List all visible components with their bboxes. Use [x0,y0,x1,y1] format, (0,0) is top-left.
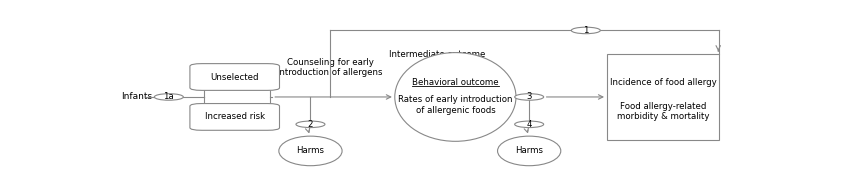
Text: Rates of early introduction
of allergenic foods: Rates of early introduction of allergeni… [398,95,513,115]
Text: Counseling for early
introduction of allergens: Counseling for early introduction of all… [277,58,383,77]
Ellipse shape [497,136,561,166]
Ellipse shape [394,53,516,141]
Text: 1a: 1a [163,93,174,101]
Text: Increased risk: Increased risk [205,113,264,121]
Text: Infants: Infants [121,93,152,101]
Text: Behavioral outcome: Behavioral outcome [412,78,499,87]
Text: Unselected: Unselected [211,73,259,81]
Circle shape [515,94,544,100]
Circle shape [515,121,544,127]
Text: 4: 4 [526,120,532,129]
Circle shape [155,94,184,100]
FancyBboxPatch shape [190,64,280,90]
Text: Incidence of food allergy: Incidence of food allergy [609,78,717,87]
Text: 1: 1 [583,26,588,35]
Circle shape [571,27,600,34]
Circle shape [296,121,325,127]
Text: Harms: Harms [515,146,543,155]
FancyBboxPatch shape [190,103,280,130]
Text: 3: 3 [526,93,532,101]
Text: Food allergy-related
morbidity & mortality: Food allergy-related morbidity & mortali… [616,102,709,122]
Text: Harms: Harms [297,146,325,155]
Text: Intermediate outcome: Intermediate outcome [388,50,485,59]
FancyBboxPatch shape [607,54,719,140]
Text: 2: 2 [308,120,313,129]
Ellipse shape [279,136,342,166]
